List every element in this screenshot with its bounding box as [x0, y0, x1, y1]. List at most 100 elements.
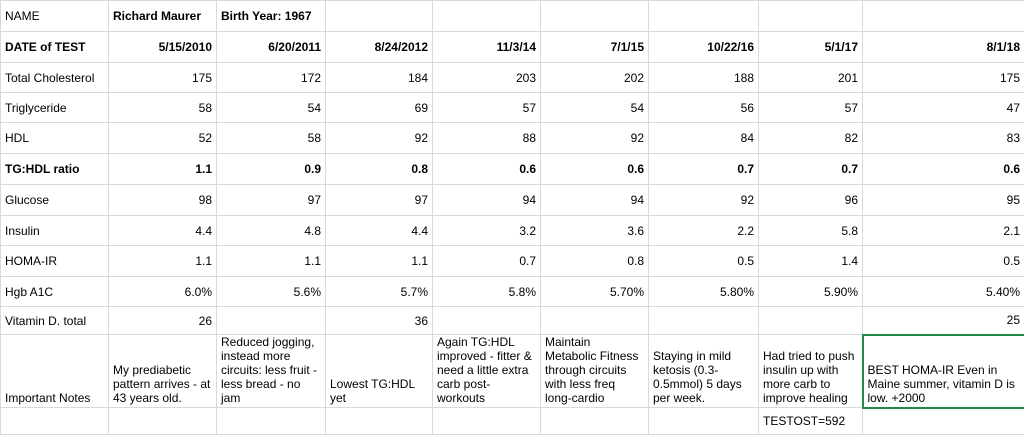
name-label: NAME	[1, 1, 109, 32]
date-cell: 8/1/18	[863, 32, 1024, 63]
value-cell	[649, 307, 759, 335]
value-cell	[433, 307, 541, 335]
value-cell: 5.8	[759, 216, 863, 246]
value-cell: 97	[326, 185, 433, 216]
value-cell	[759, 307, 863, 335]
value-cell: 54	[541, 93, 649, 123]
value-cell: 3.2	[433, 216, 541, 246]
row-label: DATE of TEST	[1, 32, 109, 63]
value-cell: 54	[217, 93, 326, 123]
extra-cell	[541, 408, 649, 435]
value-cell: 58	[217, 123, 326, 154]
value-cell: 188	[649, 63, 759, 93]
value-cell: 6.0%	[109, 277, 217, 307]
value-cell: 5.8%	[433, 277, 541, 307]
note-cell: My prediabetic pattern arrives - at 43 y…	[109, 335, 217, 408]
value-cell: 184	[326, 63, 433, 93]
value-cell: 4.4	[109, 216, 217, 246]
note-cell: Staying in mild ketosis (0.3-0.5mmol) 5 …	[649, 335, 759, 408]
extra-cell	[326, 408, 433, 435]
value-cell: 2.2	[649, 216, 759, 246]
value-cell: 52	[109, 123, 217, 154]
row-label: Hgb A1C	[1, 277, 109, 307]
value-cell: 97	[217, 185, 326, 216]
value-cell: 0.6	[541, 154, 649, 185]
value-cell: 0.9	[217, 154, 326, 185]
value-cell: 5.80%	[649, 277, 759, 307]
value-cell: 203	[433, 63, 541, 93]
row-label: TG:HDL ratio	[1, 154, 109, 185]
value-cell: 26	[109, 307, 217, 335]
value-cell: 95	[863, 185, 1024, 216]
date-cell: 10/22/16	[649, 32, 759, 63]
value-cell: 3.6	[541, 216, 649, 246]
value-cell: 5.7%	[326, 277, 433, 307]
value-cell: 56	[649, 93, 759, 123]
value-cell: 82	[759, 123, 863, 154]
date-cell: 11/3/14	[433, 32, 541, 63]
value-cell: 88	[433, 123, 541, 154]
value-cell: 175	[863, 63, 1024, 93]
extra-cell	[1, 408, 109, 435]
person-name: Richard Maurer	[109, 1, 217, 32]
value-cell: 69	[326, 93, 433, 123]
date-cell: 8/24/2012	[326, 32, 433, 63]
note-cell: BEST HOMA-IR Even in Maine summer, vitam…	[863, 335, 1024, 408]
value-cell: 96	[759, 185, 863, 216]
row-label: Triglyceride	[1, 93, 109, 123]
value-cell: 0.5	[863, 246, 1024, 277]
value-cell: 4.8	[217, 216, 326, 246]
date-cell: 5/1/17	[759, 32, 863, 63]
value-cell: 0.7	[433, 246, 541, 277]
value-cell: 57	[433, 93, 541, 123]
row-label: Important Notes	[1, 335, 109, 408]
date-cell: 6/20/2011	[217, 32, 326, 63]
extra-cell	[217, 408, 326, 435]
row-label: Vitamin D. total	[1, 307, 109, 335]
value-cell: 58	[109, 93, 217, 123]
value-cell: 57	[759, 93, 863, 123]
value-cell: 5.70%	[541, 277, 649, 307]
page: {"header": {"name_label": "NAME", "name"…	[0, 0, 1024, 425]
value-cell: 172	[217, 63, 326, 93]
value-cell: 0.5	[649, 246, 759, 277]
cell	[433, 1, 541, 32]
value-cell: 0.6	[433, 154, 541, 185]
row-label: Insulin	[1, 216, 109, 246]
extra-cell	[109, 408, 217, 435]
note-cell: Reduced jogging, instead more circuits: …	[217, 335, 326, 408]
value-cell	[217, 307, 326, 335]
value-cell: 1.4	[759, 246, 863, 277]
value-cell: 0.6	[863, 154, 1024, 185]
note-cell: Had tried to push insulin up with more c…	[759, 335, 863, 408]
value-cell: 92	[649, 185, 759, 216]
cell	[649, 1, 759, 32]
value-cell: 201	[759, 63, 863, 93]
cell	[863, 1, 1024, 32]
note-cell: Again TG:HDL improved - fitter & need a …	[433, 335, 541, 408]
cell	[326, 1, 433, 32]
cell	[759, 1, 863, 32]
date-cell: 5/15/2010	[109, 32, 217, 63]
value-cell: 0.8	[326, 154, 433, 185]
value-cell: 5.90%	[759, 277, 863, 307]
value-cell: 92	[326, 123, 433, 154]
extra-cell: TESTOST=592	[759, 408, 863, 435]
value-cell: 25	[863, 307, 1024, 335]
value-cell: 5.40%	[863, 277, 1024, 307]
note-cell: Maintain Metabolic Fitness through circu…	[541, 335, 649, 408]
value-cell: 0.7	[759, 154, 863, 185]
date-cell: 7/1/15	[541, 32, 649, 63]
